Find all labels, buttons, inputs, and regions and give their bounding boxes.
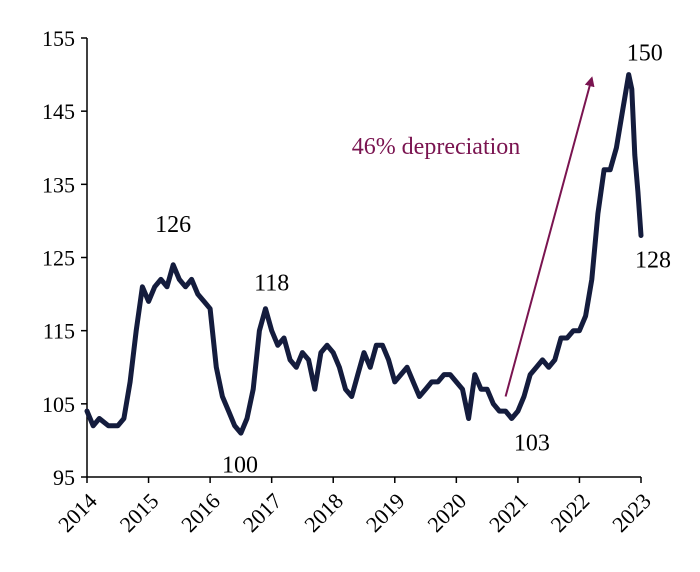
y-tick-label: 155 xyxy=(42,26,75,51)
x-tick-label: 2023 xyxy=(607,488,656,537)
data-label-layer: 126 118 100 103 150 128 xyxy=(155,41,671,479)
series-layer xyxy=(84,72,644,436)
y-tick-label: 105 xyxy=(42,392,75,417)
data-label: 103 xyxy=(514,430,550,456)
x-tick-label: 2021 xyxy=(484,488,533,537)
x-tick-label: 2017 xyxy=(238,488,287,537)
data-label: 126 xyxy=(155,212,191,238)
y-tick-label: 145 xyxy=(42,99,75,124)
annotation-arrow xyxy=(504,76,595,397)
x-tick-label: 2018 xyxy=(299,488,348,537)
annotation-label: 46% depreciation xyxy=(352,134,521,160)
y-axis: 95 105 115 125 135 145 155 xyxy=(42,26,88,490)
series-line xyxy=(84,72,644,436)
x-tick-label: 2016 xyxy=(176,488,225,537)
x-axis: 2014 2015 2016 2017 2018 2019 2020 2021 2022 2023 xyxy=(53,476,656,537)
y-tick-label: 135 xyxy=(42,172,75,197)
data-label: 128 xyxy=(635,248,671,274)
data-label: 118 xyxy=(254,271,289,297)
x-tick-label: 2014 xyxy=(53,488,102,537)
y-tick-label: 125 xyxy=(42,246,75,271)
y-tick-label: 95 xyxy=(53,465,75,490)
x-tick-label: 2020 xyxy=(422,488,471,537)
annotation-layer: 46% depreciation xyxy=(352,76,595,397)
x-tick-label: 2015 xyxy=(115,488,164,537)
x-tick-label: 2022 xyxy=(546,488,595,537)
data-label: 100 xyxy=(222,452,258,478)
x-tick-label: 2019 xyxy=(361,488,410,537)
y-tick-label: 115 xyxy=(43,319,75,344)
data-label: 150 xyxy=(627,41,663,67)
